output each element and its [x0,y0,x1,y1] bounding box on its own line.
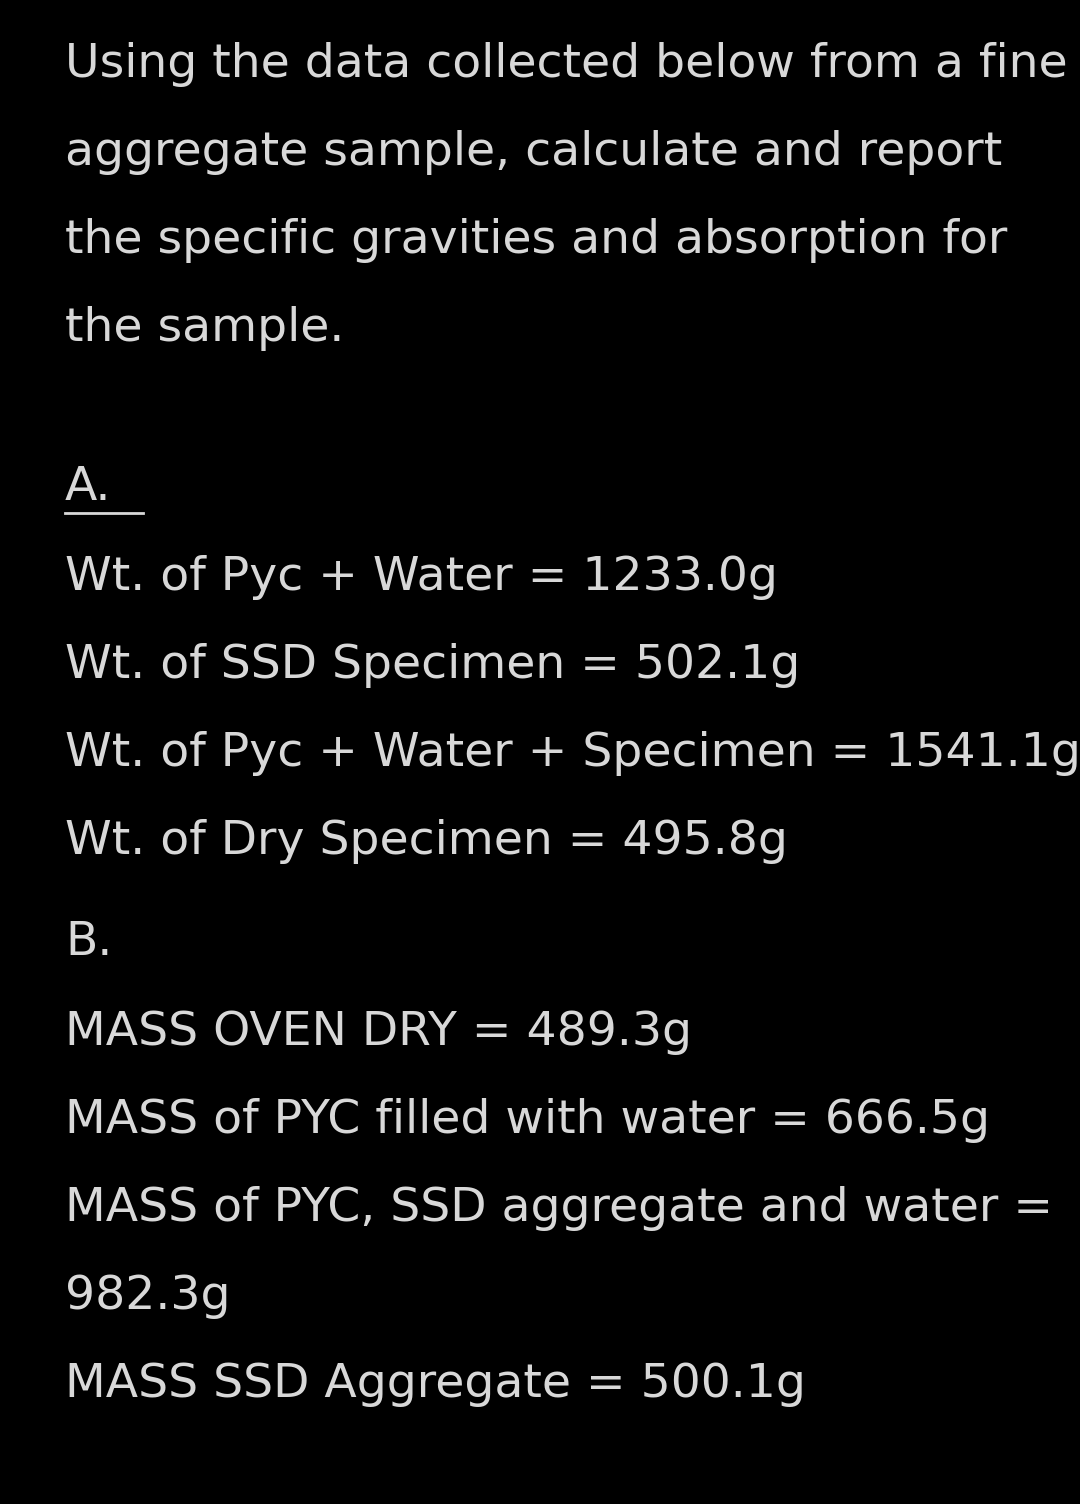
Text: B.: B. [65,920,112,966]
Text: aggregate sample, calculate and report: aggregate sample, calculate and report [65,129,1002,174]
Text: Using the data collected below from a fine: Using the data collected below from a fi… [65,42,1068,87]
Text: Wt. of Dry Specimen = 495.8g: Wt. of Dry Specimen = 495.8g [65,820,788,863]
Text: A.: A. [65,465,111,510]
Text: the specific gravities and absorption for: the specific gravities and absorption fo… [65,218,1008,263]
Text: Wt. of Pyc + Water + Specimen = 1541.1g: Wt. of Pyc + Water + Specimen = 1541.1g [65,731,1080,776]
Text: MASS OVEN DRY = 489.3g: MASS OVEN DRY = 489.3g [65,1011,692,1054]
Text: MASS of PYC filled with water = 666.5g: MASS of PYC filled with water = 666.5g [65,1098,990,1143]
Text: Wt. of Pyc + Water = 1233.0g: Wt. of Pyc + Water = 1233.0g [65,555,778,600]
Text: 982.3g: 982.3g [65,1274,230,1319]
Text: Wt. of SSD Specimen = 502.1g: Wt. of SSD Specimen = 502.1g [65,644,800,687]
Text: MASS of PYC, SSD aggregate and water =: MASS of PYC, SSD aggregate and water = [65,1187,1053,1230]
Text: the sample.: the sample. [65,305,345,350]
Text: MASS SSD Aggregate = 500.1g: MASS SSD Aggregate = 500.1g [65,1363,806,1408]
